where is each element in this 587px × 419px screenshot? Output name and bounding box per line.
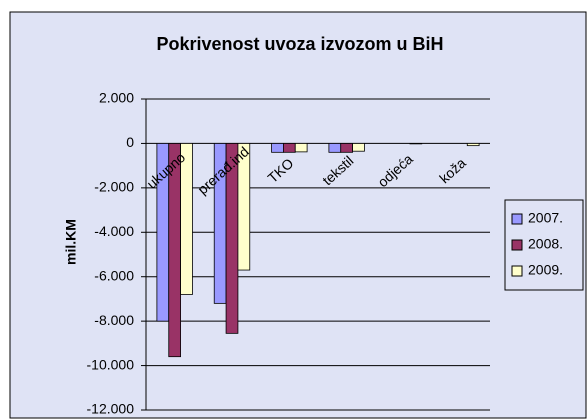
y-tick-label: -8.000: [94, 312, 134, 328]
legend-swatch: [511, 265, 523, 277]
bar: [283, 143, 296, 153]
y-tick-label: -6.000: [94, 267, 134, 283]
bar: [466, 143, 480, 147]
bar: [237, 143, 251, 271]
y-axis-label: mil.KM: [63, 219, 79, 265]
bar: [328, 143, 342, 153]
bar: [352, 143, 365, 152]
bar: [340, 143, 353, 153]
chart-area: [9, 11, 587, 419]
y-tick-label: -2.000: [94, 179, 134, 195]
y-tick-label: 2.000: [99, 90, 134, 106]
legend-label: 2009.: [528, 262, 563, 278]
y-tick-label: -4.000: [94, 223, 134, 239]
legend-swatch: [511, 239, 523, 251]
bar: [180, 143, 193, 295]
bar: [271, 143, 284, 153]
legend-label: 2008.: [528, 236, 563, 252]
chart-title: Pokrivenost uvoza izvozom u BiH: [156, 34, 443, 54]
y-tick-label: 0: [126, 134, 134, 150]
bar: [294, 143, 308, 153]
legend-swatch: [511, 213, 523, 225]
y-tick-label: -10.000: [87, 356, 135, 372]
y-tick-label: -12.000: [87, 401, 135, 417]
legend-label: 2007.: [528, 210, 563, 226]
